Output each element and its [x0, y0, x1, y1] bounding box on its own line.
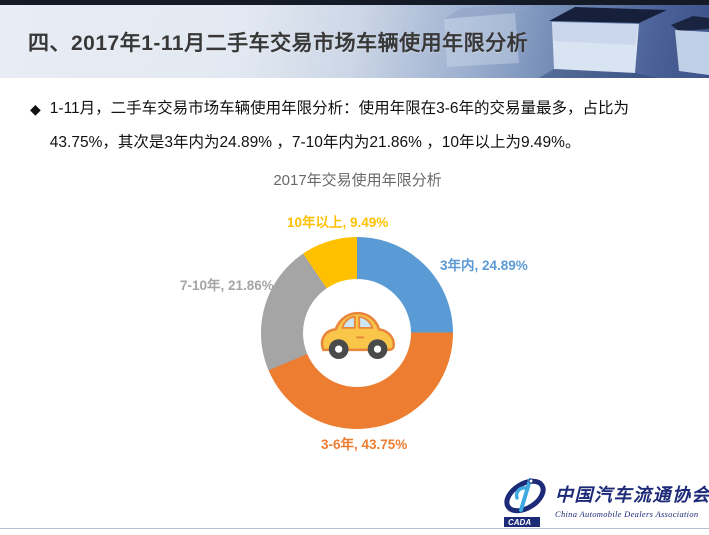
org-name-english: China Automobile Dealers Association — [555, 508, 699, 519]
cada-emblem-icon: CADA — [504, 478, 546, 527]
segment-label-7-10yr: 7-10年, 21.86% — [180, 278, 274, 293]
segment-label-over-10yr: 10年以上, 9.49% — [287, 215, 389, 230]
org-name-chinese: 中国汽车流通协会 — [555, 485, 709, 506]
footer-divider-line — [0, 528, 709, 529]
cada-logo: CADA 中国汽车流通协会 China Automobile Dealers A… — [503, 477, 709, 527]
top-accent-bar — [0, 0, 709, 5]
bullet-item: ◆ 1-11月，二手车交易市场车辆使用年限分析：使用年限在3-6年的交易量最多，… — [30, 92, 690, 160]
bullet-text: 1-11月，二手车交易市场车辆使用年限分析：使用年限在3-6年的交易量最多，占比… — [49, 100, 630, 151]
diamond-bullet-icon: ◆ — [30, 101, 41, 117]
segment-label-under-3yr: 3年内, 24.89% — [440, 258, 528, 273]
slide-title: 四、2017年1-11月二手车交易市场车辆使用年限分析 — [28, 31, 529, 55]
segment-label-3-6yr: 3-6年, 43.75% — [321, 437, 408, 452]
svg-text:CADA: CADA — [508, 518, 531, 527]
slide-header: 四、2017年1-11月二手车交易市场车辆使用年限分析 — [0, 5, 709, 78]
cubes-decoration-image — [444, 6, 709, 78]
car-icon — [320, 311, 395, 360]
chart-title: 2017年交易使用年限分析 — [273, 172, 442, 189]
donut-ring — [261, 237, 453, 429]
donut-hole — [303, 279, 411, 387]
